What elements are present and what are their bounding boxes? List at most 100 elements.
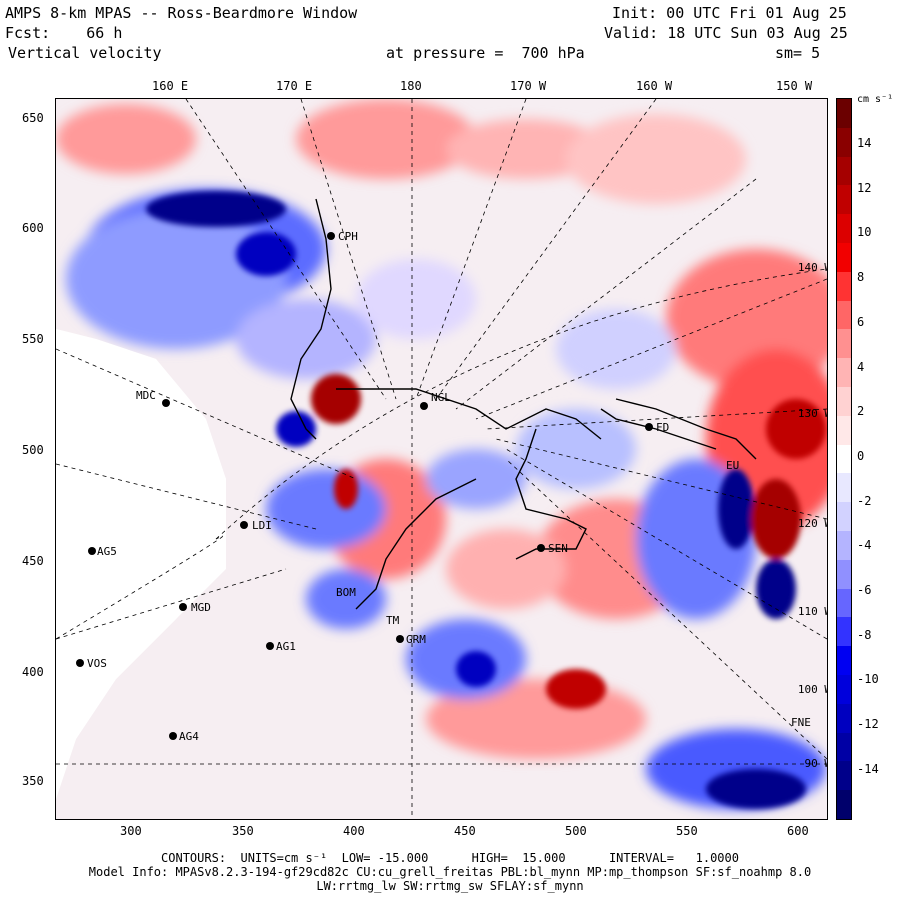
colorbar-swatch (837, 761, 851, 791)
colorbar-swatch (837, 243, 851, 273)
physics-info: LW:rrtmg_lw SW:rrtmg_sw SFLAY:sf_mynn (316, 879, 584, 893)
colorbar-label: 10 (857, 225, 872, 240)
map-canvas: CPH NGL MDC FD SEN AG5 MGD AG1 VOS AG4 G… (56, 99, 827, 819)
smoothing: sm= 5 (775, 44, 821, 62)
lon-label: 130 W (798, 407, 827, 420)
colorbar-swatch (837, 329, 851, 359)
map-title: AMPS 8-km MPAS -- Ross-Beardmore Window (5, 4, 358, 22)
left-axis-label: 400 (22, 665, 44, 679)
station-dot (537, 544, 545, 552)
bottom-axis-label: 500 (565, 824, 587, 838)
station-dot (162, 399, 170, 407)
left-axis-label: 550 (22, 332, 44, 346)
station-dot (396, 635, 404, 643)
station-label: FNE (791, 716, 811, 729)
contour-info: CONTOURS: UNITS=cm s⁻¹ LOW= -15.000 HIGH… (161, 851, 739, 865)
lon-label: 120 W (798, 517, 827, 530)
left-axis-label: 350 (22, 774, 44, 788)
valid-time: Valid: 18 UTC Sun 03 Aug 25 (604, 24, 848, 42)
velocity-field (56, 99, 827, 809)
colorbar-label: -6 (857, 583, 872, 597)
lon-label: 110 W (798, 605, 827, 618)
colorbar-swatch (837, 185, 851, 215)
station-label: LDI (252, 519, 272, 532)
top-axis-label: 170 E (276, 79, 313, 93)
station-label: AG5 (97, 545, 117, 558)
station-label: GRM (406, 633, 426, 646)
forecast-hour: Fcst: 66 h (5, 24, 123, 42)
station-markers (76, 232, 653, 740)
station-label: EU (726, 459, 739, 472)
colorbar (836, 98, 852, 820)
init-time: Init: 00 UTC Fri 01 Aug 25 (612, 4, 847, 22)
colorbar-swatch (837, 588, 851, 618)
model-info: Model Info: MPASv8.2.3-194-gf29cd82c CU:… (88, 865, 812, 879)
colorbar-swatch (837, 473, 851, 503)
left-axis-label: 600 (22, 221, 44, 235)
top-axis-label: 180 (400, 79, 422, 93)
colorbar-swatch (837, 732, 851, 762)
station-label: MDC (136, 389, 156, 402)
station-dot (327, 232, 335, 240)
station-dot (169, 732, 177, 740)
top-axis-label: 170 W (510, 79, 547, 93)
colorbar-swatch (837, 99, 851, 129)
left-axis-label: 500 (22, 443, 44, 457)
right-longitude-labels: 140 W 130 W 120 W 110 W 100 W 90 W (798, 261, 827, 770)
station-label: BOM (336, 586, 356, 599)
colorbar-label: 12 (857, 180, 872, 195)
top-axis-label: 160 W (636, 79, 673, 93)
colorbar-swatch (837, 387, 851, 417)
colorbar-swatch (837, 358, 851, 388)
velocity-cores (146, 191, 826, 809)
bottom-axis-label: 450 (454, 824, 476, 838)
station-dot (76, 659, 84, 667)
colorbar-label: 2 (857, 404, 865, 419)
colorbar-swatch (837, 559, 851, 590)
pressure-level: at pressure = 700 hPa (386, 44, 585, 62)
colorbar-swatch (837, 531, 851, 561)
station-label: VOS (87, 657, 107, 670)
colorbar-label: 4 (857, 359, 865, 374)
field-name: Vertical velocity (8, 44, 162, 62)
colorbar-label: 14 (857, 136, 872, 150)
bottom-axis-label: 350 (232, 824, 254, 838)
lon-label: 90 W (805, 757, 828, 770)
colorbar-label: -10 (857, 672, 879, 687)
colorbar-swatch (837, 300, 851, 330)
bottom-axis-label: 300 (120, 824, 142, 838)
coastlines (290, 198, 757, 610)
colorbar-swatch (837, 271, 851, 302)
station-label: AG4 (179, 730, 199, 743)
left-axis-label: 450 (22, 554, 44, 568)
graticule (56, 99, 827, 819)
colorbar-swatch (837, 127, 851, 158)
station-dot (420, 402, 428, 410)
station-dot (88, 547, 96, 555)
station-label: CPH (338, 230, 358, 243)
lon-label: 100 W (798, 683, 827, 696)
station-label: NGL (431, 391, 451, 404)
station-dot (240, 521, 248, 529)
colorbar-label: 8 (857, 270, 865, 285)
bottom-axis-label: 550 (676, 824, 698, 838)
colorbar-swatch (837, 617, 851, 647)
lon-label: 140 W (798, 261, 827, 274)
colorbar-label: 0 (857, 448, 865, 463)
station-label: FD (656, 421, 669, 434)
colorbar-swatch (837, 214, 851, 244)
vertical-velocity-map: CPH NGL MDC FD SEN AG5 MGD AG1 VOS AG4 G… (55, 98, 828, 820)
top-axis-label: 150 W (776, 79, 813, 93)
top-axis-label: 160 E (152, 79, 189, 93)
station-label: MGD (191, 601, 211, 614)
colorbar-label: -12 (857, 717, 879, 732)
colorbar-swatch (837, 415, 851, 446)
station-label: AG1 (276, 640, 296, 653)
colorbar-unit: cm s⁻¹ (857, 94, 894, 105)
bottom-axis-label: 600 (787, 824, 809, 838)
station-dot (179, 603, 187, 611)
colorbar-label: -4 (857, 538, 872, 553)
outside-domain (56, 329, 226, 799)
colorbar-label: -2 (857, 493, 872, 508)
bottom-axis-label: 400 (343, 824, 365, 838)
